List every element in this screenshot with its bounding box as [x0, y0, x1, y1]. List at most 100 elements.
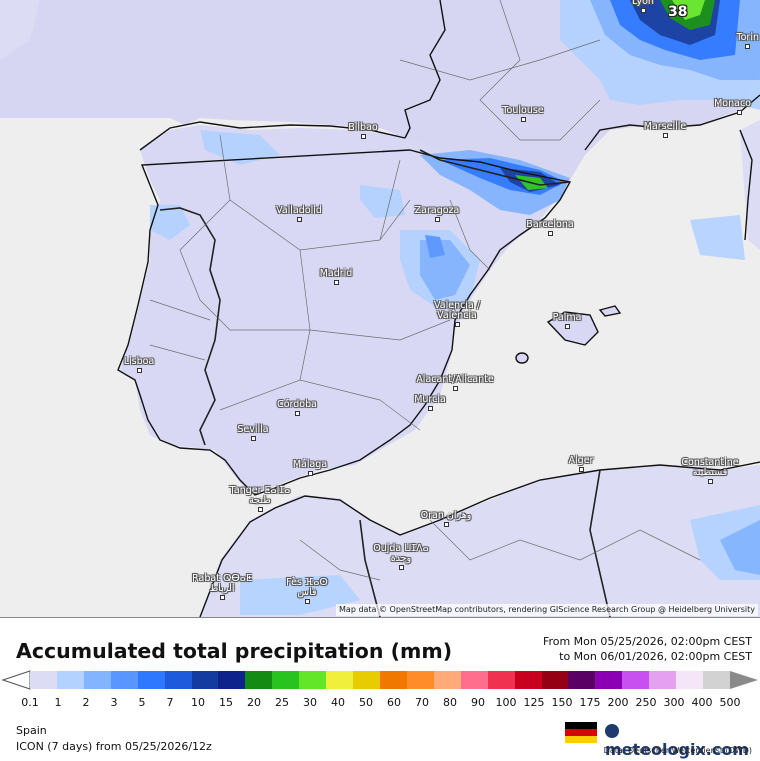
- city-label: Lisboa: [123, 356, 155, 367]
- scale-tick-label: 175: [579, 696, 601, 709]
- scale-tick-label: 7: [166, 696, 174, 709]
- scale-segment: [676, 671, 704, 689]
- city-marker: [258, 507, 263, 512]
- city-label: Toulouse: [502, 105, 544, 116]
- scale-segment: [703, 671, 730, 689]
- city-label: Sevilla: [237, 424, 269, 435]
- scale-segment: [245, 671, 273, 689]
- scale-tick-labels: 0.1 1 2 3 5 7 10 15 20 25 30 40 50 60 70 80 90 100 125 150 1…: [0, 696, 760, 710]
- scale-tick-label: 150: [551, 696, 573, 709]
- city-label: Constantine قسنطينة: [681, 457, 739, 478]
- city-marker: [295, 411, 300, 416]
- land-mallorca: [548, 312, 598, 345]
- city-marker: [137, 368, 142, 373]
- city-marker: [548, 231, 553, 236]
- scale-segment: [191, 671, 219, 689]
- city-label: Valencia / València: [434, 300, 480, 321]
- scale-segment: [30, 671, 57, 689]
- city-marker: [455, 322, 460, 327]
- city-label: Rabat ⵕⴱⴰⵟ الرباط: [192, 573, 252, 594]
- scale-tick-label: 60: [387, 696, 401, 709]
- scale-tick-label: 1: [54, 696, 62, 709]
- scale-segment: [649, 671, 677, 689]
- scale-arrow-left: [2, 670, 31, 690]
- brand-logo[interactable]: meteologix.com: [605, 721, 760, 759]
- city-marker: [444, 522, 449, 527]
- city-marker: [428, 406, 433, 411]
- scale-segment: [406, 671, 434, 689]
- city-marker: [305, 599, 310, 604]
- globe-icon: [605, 724, 619, 738]
- city-label: Palma: [552, 312, 582, 323]
- city-label: Alger: [568, 455, 594, 466]
- city-label: Murcia: [414, 394, 446, 405]
- scale-tick-label: 40: [331, 696, 345, 709]
- scale-segment: [272, 671, 300, 689]
- city-marker: [297, 217, 302, 222]
- coastlines: [117, 0, 760, 617]
- city-marker: [399, 565, 404, 570]
- map-attribution: Map data © OpenStreetMap contributors, r…: [336, 604, 758, 616]
- city-label: Madrid: [319, 268, 353, 279]
- scale-tick-label: 200: [607, 696, 629, 709]
- scale-segment: [83, 671, 111, 689]
- city-marker: [521, 117, 526, 122]
- scale-segment: [622, 671, 650, 689]
- scale-tick-label: 125: [523, 696, 545, 709]
- city-label: Torin: [736, 32, 759, 43]
- scale-segment: [137, 671, 165, 689]
- region-label: Spain: [16, 724, 47, 737]
- period-from: From Mon 05/25/2026, 02:00pm CEST: [542, 635, 752, 648]
- model-label: ICON (7 days) from 05/25/2026/12z: [16, 740, 212, 753]
- scale-tick-label: 30: [303, 696, 317, 709]
- scale-tick-label: 0.1: [21, 696, 39, 709]
- city-label: Fès ⴼⴰⵙ فاس: [286, 577, 328, 598]
- scale-segment: [433, 671, 461, 689]
- city-label: Oran وهران: [420, 510, 472, 521]
- german-flag-icon: [565, 722, 597, 743]
- scale-segment: [595, 671, 623, 689]
- color-scale-bar: [30, 671, 730, 689]
- city-label: Barcelona: [526, 219, 574, 230]
- precipitation-map[interactable]: 38 Lyon Torin Monaco Toulouse Marseille Bilba…: [0, 0, 760, 617]
- city-label: Lyon: [632, 0, 654, 7]
- scale-tick-label: 70: [415, 696, 429, 709]
- scale-segment: [56, 671, 84, 689]
- city-label: Alacant/Alicante: [416, 374, 494, 385]
- scale-segment: [460, 671, 488, 689]
- scale-segment: [568, 671, 596, 689]
- city-label: Málaga: [292, 459, 328, 470]
- scale-tick-label: 5: [138, 696, 146, 709]
- brand-name: meteologix.com: [605, 740, 749, 759]
- scale-tick-label: 500: [719, 696, 741, 709]
- scale-segment: [218, 671, 246, 689]
- city-marker: [737, 110, 742, 115]
- city-marker: [435, 217, 440, 222]
- scale-tick-label: 15: [219, 696, 233, 709]
- scale-segment: [110, 671, 138, 689]
- city-marker: [745, 44, 750, 49]
- city-marker: [579, 467, 584, 472]
- national-borders: [159, 149, 611, 617]
- scale-tick-label: 250: [635, 696, 657, 709]
- city-marker: [220, 595, 225, 600]
- scale-segment: [514, 671, 542, 689]
- city-marker: [251, 436, 256, 441]
- city-marker: [565, 324, 570, 329]
- city-marker: [334, 280, 339, 285]
- precip-overlay: [0, 0, 760, 615]
- data-source: Data: Deutscher Wetterdienst (DWD): [603, 746, 752, 755]
- scale-tick-label: 90: [471, 696, 485, 709]
- scale-segment: [487, 671, 515, 689]
- city-marker: [641, 8, 646, 13]
- city-label: Valladolid: [276, 205, 322, 216]
- scale-segment: [379, 671, 407, 689]
- period-to: to Mon 06/01/2026, 02:00pm CEST: [559, 650, 752, 663]
- city-marker: [308, 471, 313, 476]
- scale-tick-label: 300: [663, 696, 685, 709]
- city-label: Zaragoza: [414, 205, 460, 216]
- scale-tick-label: 10: [191, 696, 205, 709]
- scale-tick-label: 3: [110, 696, 118, 709]
- city-marker: [361, 134, 366, 139]
- scale-tick-label: 100: [495, 696, 517, 709]
